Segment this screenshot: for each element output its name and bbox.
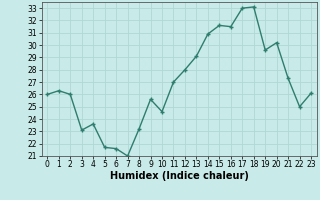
X-axis label: Humidex (Indice chaleur): Humidex (Indice chaleur) [110, 171, 249, 181]
